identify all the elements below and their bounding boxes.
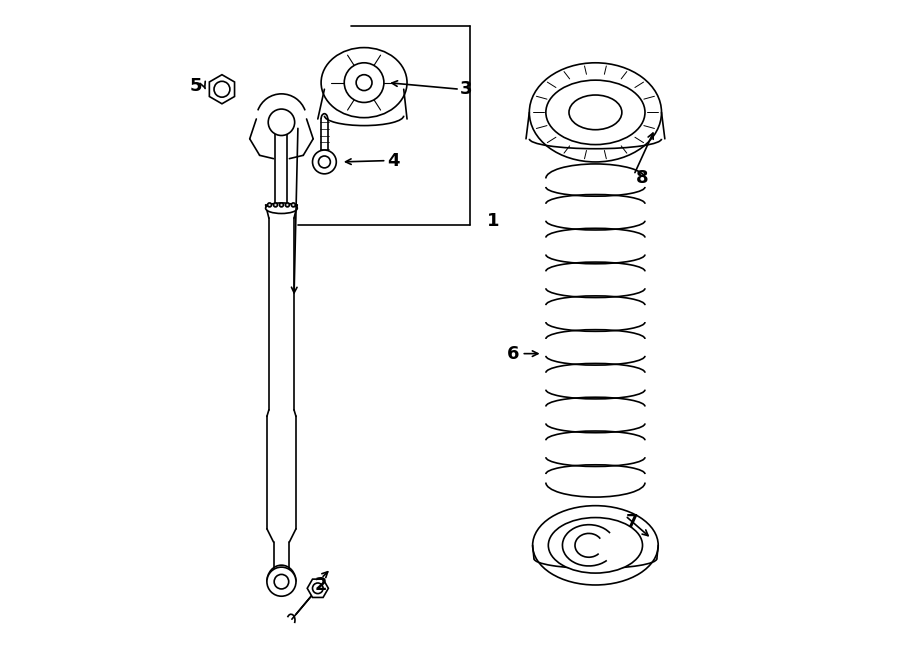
Circle shape [267, 203, 272, 207]
Circle shape [344, 63, 384, 102]
Ellipse shape [545, 80, 645, 145]
Circle shape [268, 109, 294, 136]
Text: 1: 1 [487, 212, 500, 231]
Text: 4: 4 [388, 151, 400, 170]
Ellipse shape [548, 518, 643, 573]
Circle shape [267, 567, 296, 596]
Text: 3: 3 [460, 80, 473, 98]
Circle shape [274, 574, 289, 589]
Ellipse shape [569, 95, 622, 130]
Circle shape [292, 203, 295, 207]
Circle shape [285, 203, 290, 207]
Text: 2: 2 [315, 576, 328, 594]
Ellipse shape [321, 48, 407, 118]
Text: 6: 6 [507, 344, 519, 363]
Circle shape [356, 75, 372, 91]
Polygon shape [307, 579, 328, 598]
Ellipse shape [533, 506, 658, 585]
Ellipse shape [529, 63, 662, 162]
Text: 8: 8 [635, 169, 648, 188]
Ellipse shape [266, 203, 297, 214]
Circle shape [319, 156, 330, 168]
Circle shape [280, 203, 284, 207]
Circle shape [312, 150, 337, 174]
Text: 5: 5 [189, 77, 202, 95]
Circle shape [214, 81, 230, 97]
Polygon shape [210, 75, 235, 104]
Text: 7: 7 [626, 513, 638, 531]
Circle shape [274, 203, 277, 207]
